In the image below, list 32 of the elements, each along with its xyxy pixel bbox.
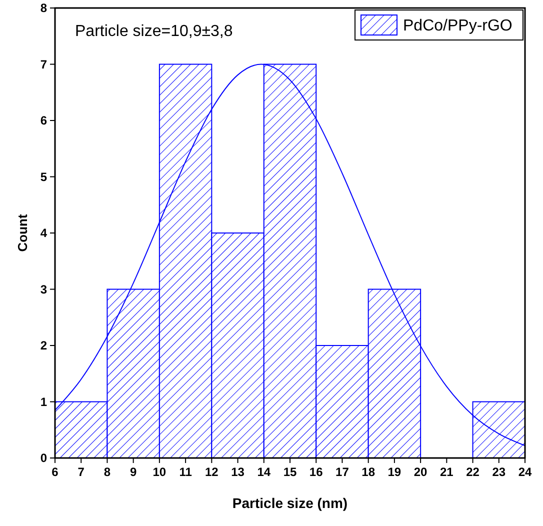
x-tick-label: 6 [52, 465, 59, 479]
x-tick-label: 15 [283, 465, 297, 479]
y-tick-label: 5 [40, 170, 48, 184]
y-tick-label: 6 [40, 114, 48, 128]
x-tick-label: 7 [78, 465, 85, 479]
x-tick-label: 18 [362, 465, 376, 479]
y-tick-label: 1 [40, 394, 48, 409]
x-tick-label: 8 [104, 465, 111, 479]
legend-label: PdCo/PPy-rGO [403, 18, 512, 35]
x-axis-title: Particle size (nm) [232, 495, 348, 511]
x-tick-label: 13 [231, 465, 245, 479]
x-tick-label: 17 [336, 465, 350, 479]
y-tick-label: 7 [40, 57, 48, 72]
x-tick-label: 10 [152, 465, 166, 479]
x-tick-label: 9 [130, 465, 137, 479]
y-tick-label: 3 [40, 282, 48, 296]
x-tick-label: 22 [466, 465, 480, 479]
y-tick-label: 4 [40, 226, 48, 240]
x-tick-label: 20 [414, 465, 428, 479]
y-tick-label: 0 [40, 451, 48, 466]
x-tick-label: 24 [518, 465, 532, 479]
x-tick-label: 11 [179, 465, 192, 479]
x-tick-label: 19 [388, 465, 402, 479]
y-axis-title: Count [15, 214, 30, 252]
x-tick-label: 14 [257, 465, 271, 479]
x-tick-label: 23 [492, 465, 506, 479]
x-tick-label: 21 [440, 465, 454, 479]
annotation: Particle size=10,9±3,8 [75, 23, 233, 40]
x-tick-label: 12 [204, 465, 219, 479]
y-tick-label: 2 [40, 338, 48, 353]
x-tick-label: 16 [309, 465, 324, 479]
y-tick-label: 8 [40, 1, 48, 16]
